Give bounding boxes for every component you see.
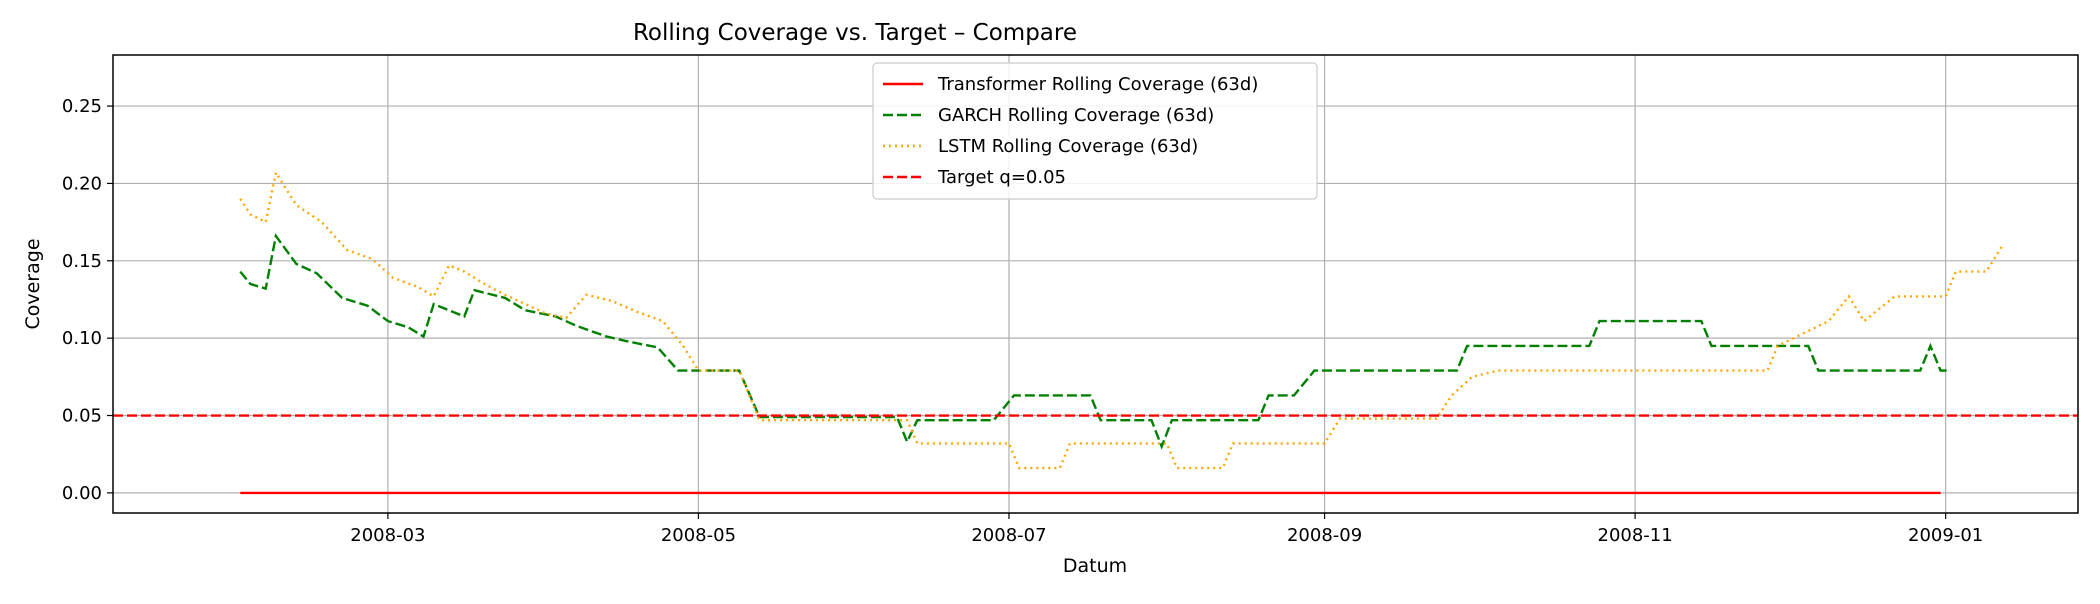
x-tick-label: 2008-07 [971,525,1046,546]
y-tick-label: 0.05 [62,406,102,427]
y-tick-label: 0.10 [62,328,102,349]
y-tick-label: 0.25 [62,96,102,117]
y-tick-label: 0.00 [62,483,102,504]
plot-frame [112,54,2079,514]
legend-label: LSTM Rolling Coverage (63d) [938,136,1198,157]
series-line-3 [239,169,2003,470]
x-tick-label: 2008-09 [1287,525,1362,546]
x-tick-label: 2009-01 [1908,525,1983,546]
axis-ticks: 2008-03 2008-05 2008-07 2008-09 2008-11 2009-… [62,96,1983,546]
x-tick-label: 2008-03 [350,525,425,546]
y-axis-label: Coverage [22,238,44,329]
y-tick-label: 0.20 [62,173,102,194]
legend: Transformer Rolling Coverage (63d) GARCH … [872,62,1318,200]
x-axis-label: Datum [1063,555,1127,577]
legend-label: GARCH Rolling Coverage (63d) [938,105,1214,126]
x-tick-label: 2008-11 [1598,525,1673,546]
chart-title: Rolling Coverage vs. Target – Compare [633,20,1077,46]
x-tick-label: 2008-05 [661,525,736,546]
legend-label: Transformer Rolling Coverage (63d) [937,74,1258,95]
series-lines [113,169,2078,495]
legend-label: Target q=0.05 [937,167,1066,188]
y-tick-label: 0.15 [62,251,102,272]
legend-box [872,62,1318,200]
series-line-2 [239,233,1951,450]
